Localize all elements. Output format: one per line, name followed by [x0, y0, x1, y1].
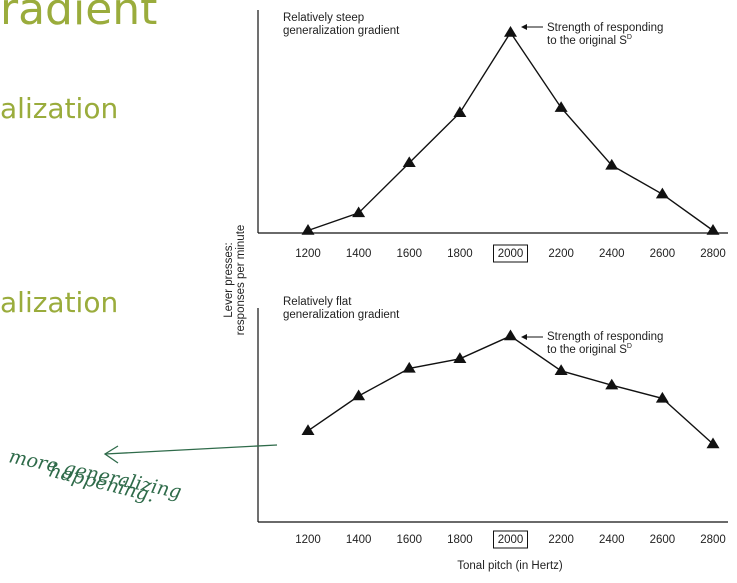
series-line: [307, 31, 714, 232]
annotation-line1: Strength of responding: [547, 22, 663, 34]
data-point-triangle: [453, 352, 467, 364]
x-tick-label: 2600: [650, 248, 676, 260]
x-tick-label: 1600: [396, 534, 422, 546]
x-tick-label: 1800: [447, 534, 473, 546]
x-tick-label: 2000: [498, 534, 524, 546]
handwritten-arrowhead: [103, 445, 119, 464]
boxed-tick-frame: [493, 244, 528, 263]
slide-bullet-2: alization: [0, 286, 119, 319]
data-point-triangle: [554, 364, 568, 376]
data-point-triangle: [706, 437, 720, 449]
chart-title-line2: generalization gradient: [283, 25, 400, 37]
x-tick-label: 1200: [295, 248, 321, 260]
data-point-triangle: [402, 156, 416, 168]
x-tick-label: 2200: [548, 248, 574, 260]
x-axis-label: Tonal pitch (in Hertz): [457, 560, 563, 572]
data-point-triangle: [301, 223, 315, 235]
x-tick-label: 2200: [548, 534, 574, 546]
data-point-triangle: [453, 106, 467, 117]
slide-title: radient: [0, 0, 158, 35]
handwritten-arrow: [104, 444, 278, 455]
chart-title-line1: Relatively steep: [283, 12, 364, 24]
x-tick-label: 2400: [599, 534, 625, 546]
data-point-triangle: [352, 206, 366, 218]
x-tick-label: 1200: [295, 534, 321, 546]
y-axis-label-line2: responses per minute: [235, 225, 247, 336]
annotation-superscript: D: [627, 34, 632, 41]
data-point-triangle: [655, 391, 669, 403]
chart-title-line2: generalization gradient: [283, 309, 400, 321]
chart-steep-gradient: 1200 1400 1600 1800 2000 2200 2400 2600 2800 Rela…: [257, 10, 728, 263]
data-point-triangle: [706, 223, 720, 235]
x-tick-label: 2400: [599, 248, 625, 260]
annotation-line2: to the original SD: [547, 343, 632, 356]
x-tick-label: 2800: [700, 534, 726, 546]
data-point-triangle: [605, 378, 619, 390]
chart-flat-gradient: 1200 1400 1600 1800 2000 2200 2400 2600 2800 Rela…: [257, 296, 728, 549]
data-point-triangle: [504, 26, 517, 37]
chart-title-line1: Relatively flat: [283, 296, 352, 308]
x-tick-label: 1800: [447, 248, 473, 260]
annotation-arrowhead: [521, 24, 527, 30]
annotation-superscript: D: [627, 343, 632, 350]
x-tick-label: 2600: [650, 534, 676, 546]
data-point-triangle: [301, 424, 315, 436]
annotation-line2: to the original SD: [547, 34, 632, 47]
x-tick-label: 2800: [700, 248, 726, 260]
boxed-tick-frame: [493, 530, 528, 549]
x-tick-label: 1400: [346, 534, 372, 546]
annotation-line1: Strength of responding: [547, 331, 663, 343]
x-tick-label: 2000: [498, 248, 524, 260]
handwritten-annotation: more generalizing happening.: [7, 444, 278, 507]
slide-bullet-1: alization: [0, 92, 119, 125]
x-tick-label: 1600: [396, 248, 422, 260]
data-point-triangle: [402, 361, 416, 373]
series-line: [307, 335, 714, 445]
data-point-triangle: [605, 158, 619, 170]
data-point-triangle: [655, 187, 669, 199]
data-point-triangle: [504, 329, 517, 341]
data-point-triangle: [554, 101, 568, 112]
x-tick-label: 1400: [346, 248, 372, 260]
annotation-arrowhead: [521, 334, 527, 340]
data-point-triangle: [352, 389, 366, 401]
y-axis-label-line1: Lever presses:: [223, 242, 235, 317]
